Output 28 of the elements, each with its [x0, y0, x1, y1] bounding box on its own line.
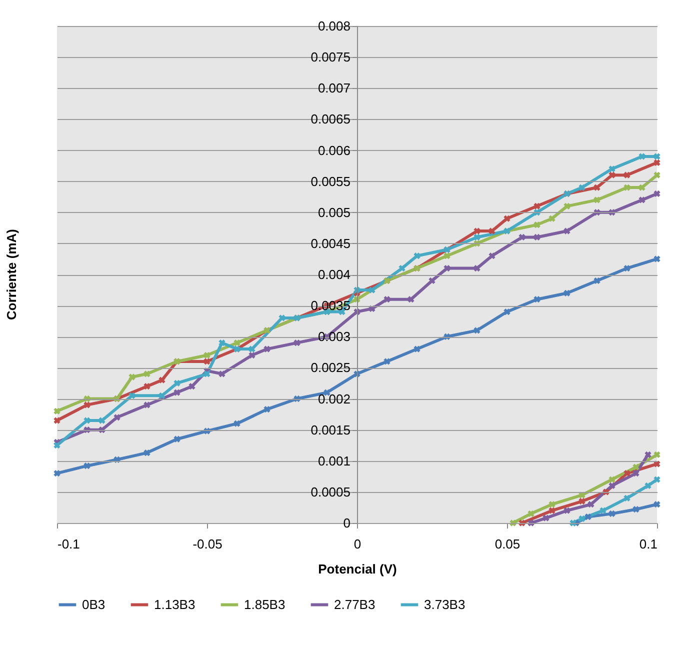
y-tick-label: 0.0065	[310, 112, 350, 127]
legend-label: 1.13B3	[154, 596, 196, 612]
x-axis-title: Potencial (V)	[318, 562, 397, 576]
y-tick-label: 0	[343, 516, 350, 530]
y-tick-label: 0.008	[318, 18, 350, 34]
y-tick-label: 0.0005	[310, 484, 350, 500]
y-tick-label: 0.0025	[310, 360, 350, 376]
y-tick-label: 0.0015	[310, 422, 350, 438]
x-tick-label: 0.1	[639, 536, 658, 552]
y-tick-label: 0.005	[318, 204, 350, 220]
x-tick-label: 0	[354, 536, 362, 552]
y-tick-label: 0.0055	[310, 174, 350, 189]
y-tick-label: 0.007	[318, 80, 350, 96]
x-tick-label: 0.05	[494, 536, 520, 552]
y-tick-label: 0.001	[318, 453, 350, 468]
y-tick-label: 0.003	[318, 329, 350, 344]
y-tick-label: 0.0075	[310, 50, 350, 65]
y-tick-label: 0.006	[318, 142, 350, 158]
y-axis-title: Corriente (mA)	[4, 228, 19, 320]
legend-label: 0B3	[82, 596, 106, 612]
y-tick-label: 0.002	[318, 391, 350, 406]
legend-label: 3.73B3	[424, 596, 466, 612]
x-tick-label: -0.1	[58, 536, 80, 552]
y-tick-label: 0.004	[318, 267, 350, 282]
y-tick-label: 0.0045	[310, 236, 350, 251]
x-tick-label: -0.05	[192, 536, 222, 552]
legend-label: 2.77B3	[334, 596, 376, 612]
legend-label: 1.85B3	[244, 596, 286, 612]
